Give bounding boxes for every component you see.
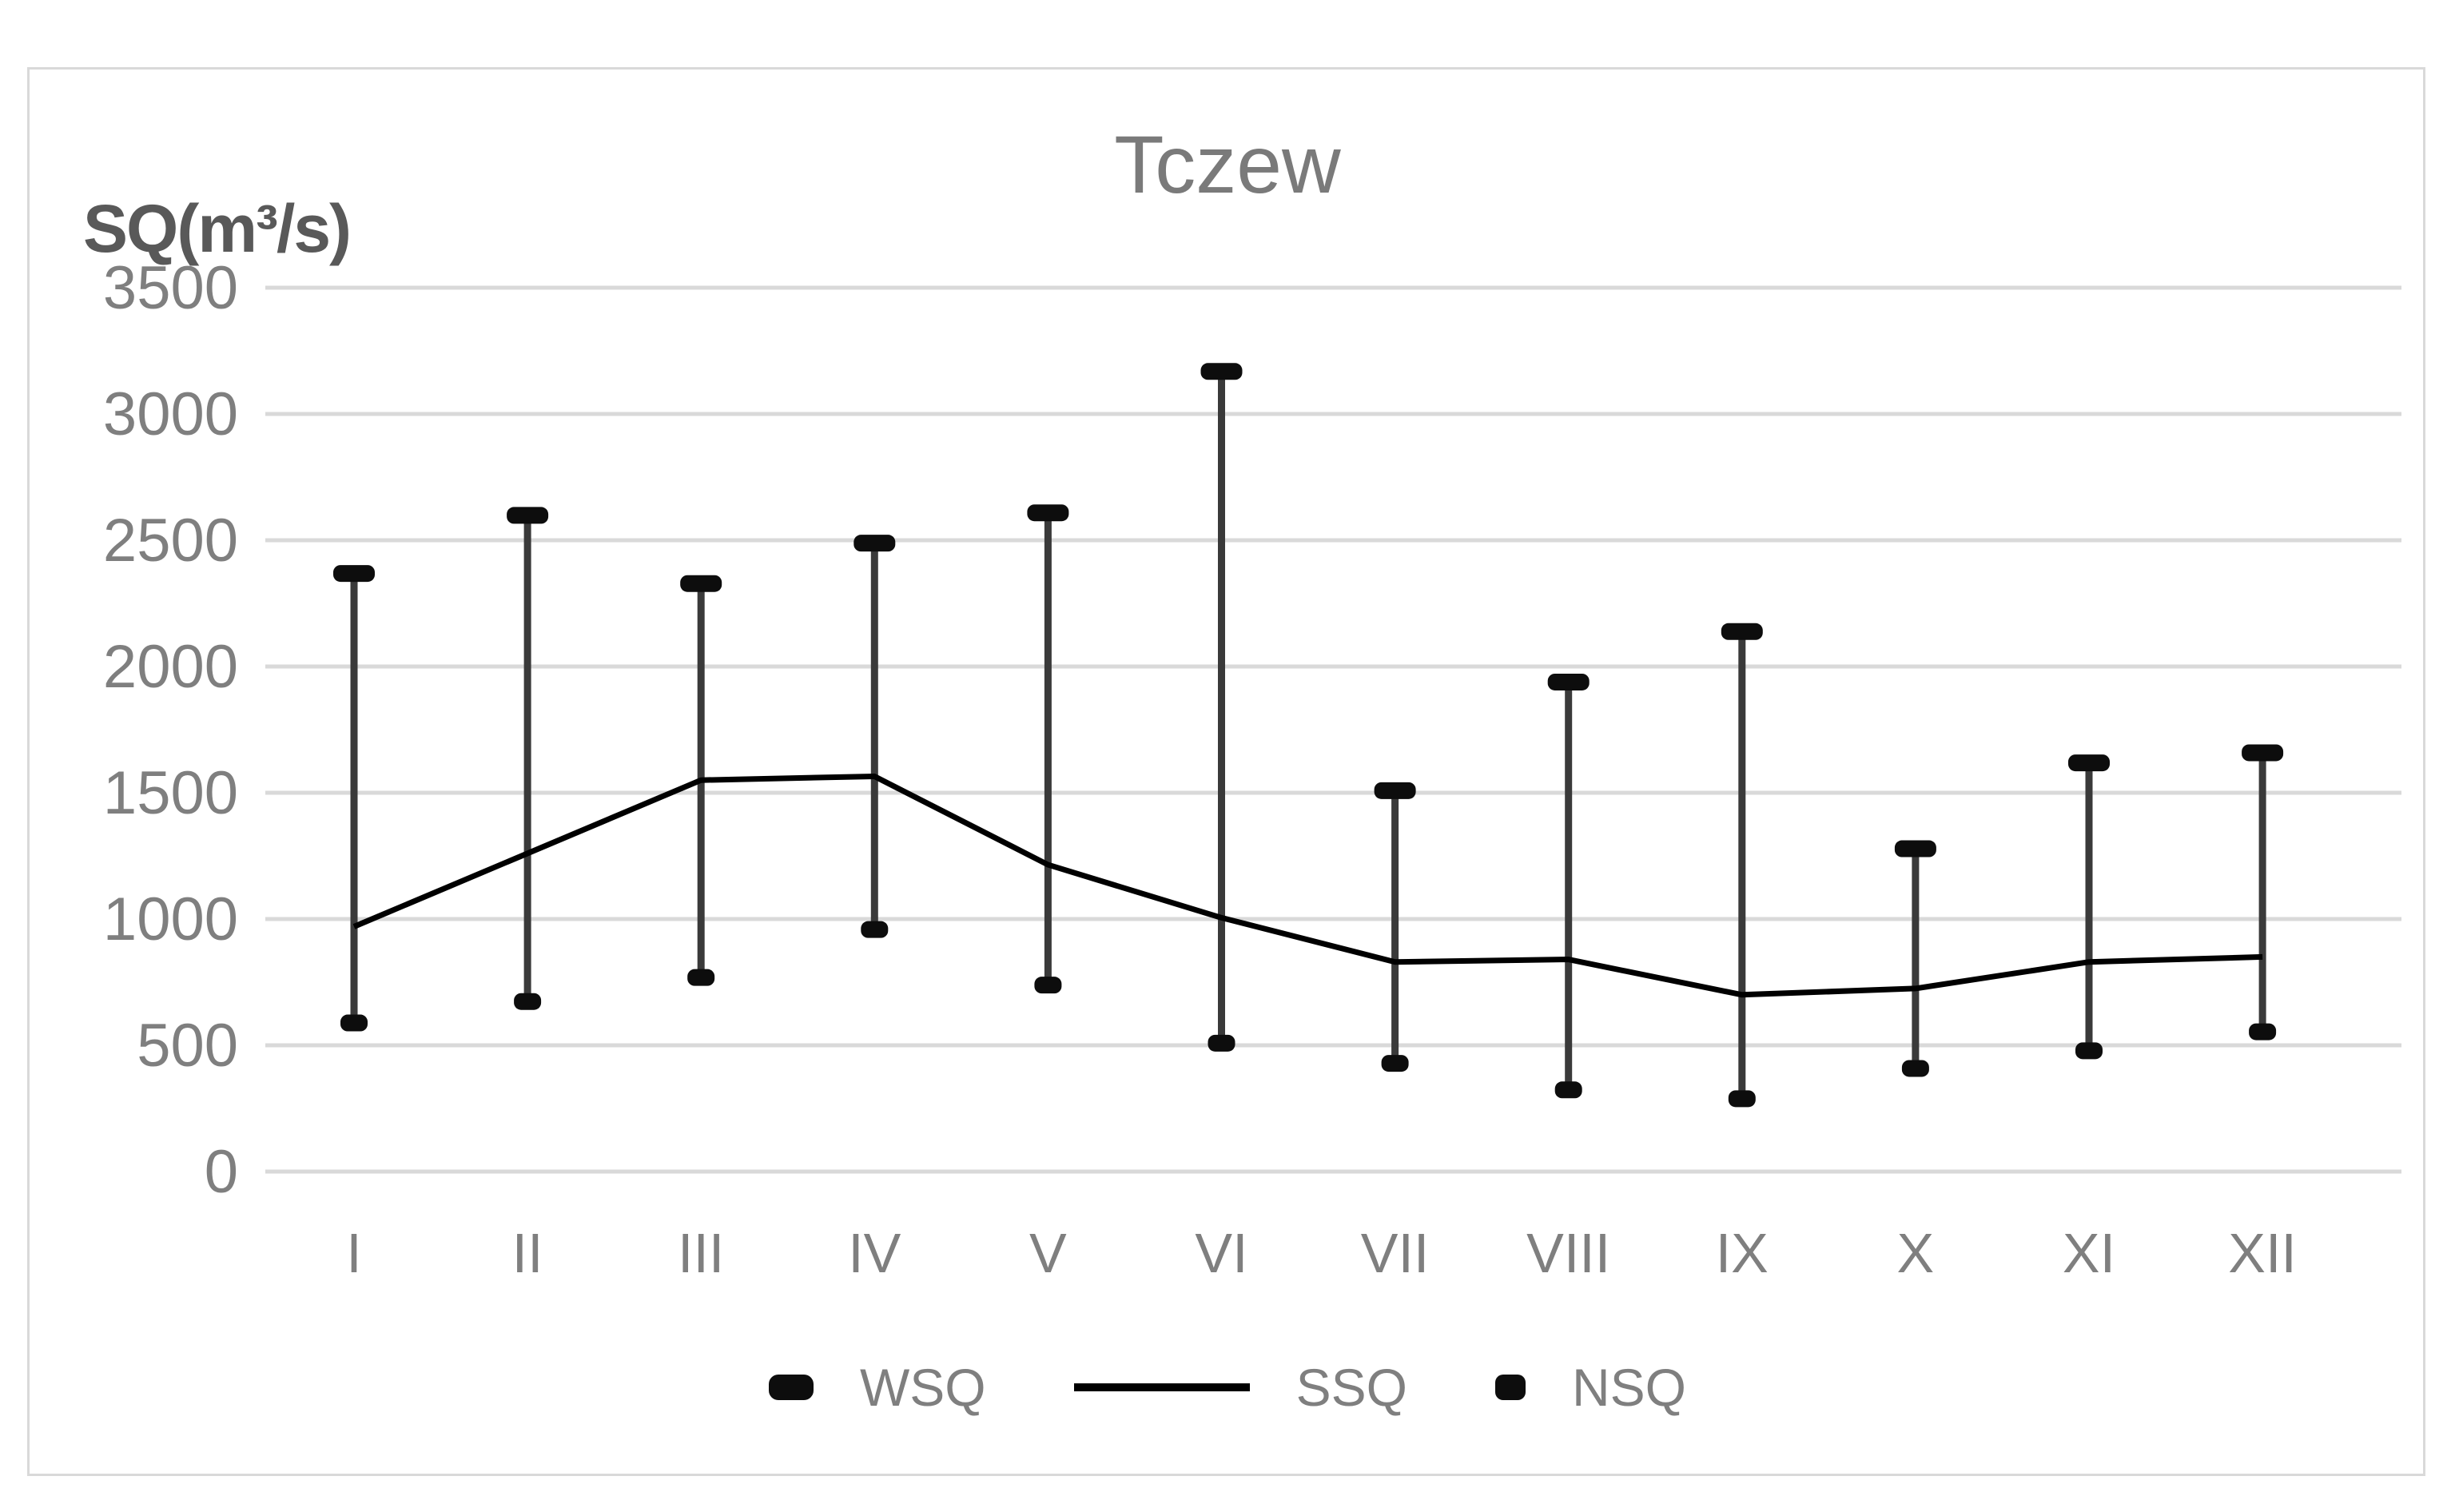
nsq-marker — [861, 921, 889, 938]
nsq-marker — [1554, 1081, 1582, 1099]
x-tick-label: X — [1897, 1222, 1935, 1284]
wsq-dash-marker-icon — [768, 1375, 814, 1400]
wsq-marker — [680, 575, 722, 592]
y-tick-label: 1000 — [103, 885, 238, 953]
y-axis-title: SQ(m³/s) — [83, 191, 352, 266]
x-tick-label: III — [678, 1222, 724, 1284]
ssq-line — [352, 773, 2263, 998]
wsq-marker — [1894, 840, 1936, 857]
wsq-marker — [507, 507, 549, 524]
wsq-marker — [1200, 363, 1243, 380]
y-tick-label: 2500 — [103, 507, 238, 575]
legend-label-ssq: SSQ — [1295, 1358, 1407, 1417]
x-tick-label: VI — [1195, 1222, 1247, 1284]
legend: WSQ SSQ NSQ — [0, 1357, 2455, 1418]
nsq-marker — [1381, 1055, 1409, 1072]
chart-title: Tczew — [1114, 119, 1341, 210]
nsq-marker — [340, 1014, 368, 1032]
nsq-marker — [1034, 977, 1062, 994]
nsq-marker — [2249, 1023, 2277, 1040]
wsq-marker — [333, 565, 375, 583]
x-tick-label: XII — [2228, 1222, 2297, 1284]
nsq-marker — [1208, 1034, 1235, 1052]
x-tick-label: VIII — [1526, 1222, 1610, 1284]
nsq-dash-marker-icon — [1495, 1375, 1526, 1400]
wsq-marker — [853, 535, 896, 552]
nsq-marker — [1728, 1090, 1756, 1108]
legend-label-wsq: WSQ — [859, 1358, 986, 1417]
y-tick-label: 2000 — [103, 633, 238, 701]
nsq-marker — [687, 969, 715, 986]
y-tick-label: 3000 — [103, 380, 238, 448]
legend-label-nsq: NSQ — [1572, 1358, 1687, 1417]
wsq-marker — [1027, 504, 1069, 522]
x-tick-label: IV — [848, 1222, 901, 1284]
legend-item-wsq: WSQ — [768, 1357, 986, 1418]
nsq-marker — [514, 993, 542, 1010]
legend-item-ssq: SSQ — [1073, 1357, 1407, 1418]
x-tick-label: XI — [2063, 1222, 2115, 1284]
chart-frame — [27, 67, 2425, 1476]
wsq-marker — [2242, 744, 2284, 762]
y-tick-label: 3500 — [103, 254, 238, 322]
x-tick-label: IX — [1716, 1222, 1769, 1284]
wsq-marker — [1547, 673, 1590, 690]
legend-item-nsq: NSQ — [1495, 1357, 1686, 1418]
x-tick-label: II — [512, 1222, 543, 1284]
wsq-marker — [1374, 782, 1416, 799]
wsq-marker — [2068, 754, 2110, 772]
wsq-marker — [1721, 623, 1763, 640]
ssq-line-icon — [1073, 1383, 1250, 1391]
x-tick-label: VII — [1361, 1222, 1430, 1284]
x-tick-label: I — [346, 1222, 361, 1284]
nsq-marker — [2075, 1042, 2103, 1060]
x-tick-label: V — [1029, 1222, 1067, 1284]
y-tick-label: 1500 — [103, 759, 238, 827]
y-tick-label: 500 — [137, 1012, 238, 1080]
y-tick-label: 0 — [205, 1138, 238, 1206]
nsq-marker — [1901, 1060, 1929, 1077]
